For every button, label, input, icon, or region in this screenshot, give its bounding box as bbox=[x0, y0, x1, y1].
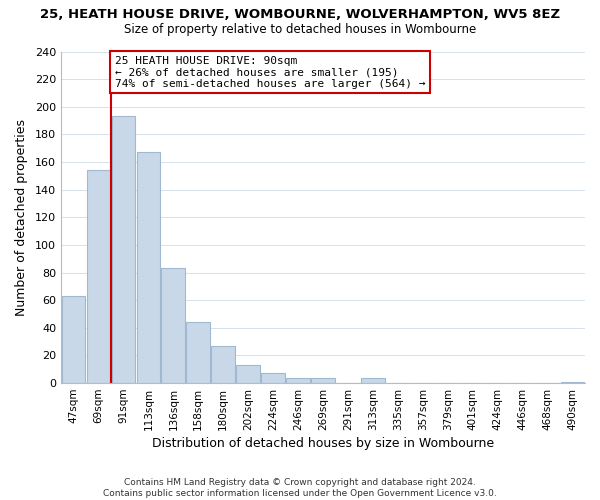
Bar bbox=[161, 268, 185, 383]
Bar bbox=[211, 346, 235, 383]
Bar bbox=[236, 365, 260, 383]
Bar bbox=[261, 374, 285, 383]
Bar bbox=[137, 152, 160, 383]
Bar bbox=[361, 378, 385, 383]
Bar bbox=[311, 378, 335, 383]
X-axis label: Distribution of detached houses by size in Wombourne: Distribution of detached houses by size … bbox=[152, 437, 494, 450]
Bar bbox=[286, 378, 310, 383]
Text: Contains HM Land Registry data © Crown copyright and database right 2024.
Contai: Contains HM Land Registry data © Crown c… bbox=[103, 478, 497, 498]
Bar bbox=[86, 170, 110, 383]
Bar bbox=[112, 116, 135, 383]
Text: 25 HEATH HOUSE DRIVE: 90sqm
← 26% of detached houses are smaller (195)
74% of se: 25 HEATH HOUSE DRIVE: 90sqm ← 26% of det… bbox=[115, 56, 425, 89]
Bar bbox=[560, 382, 584, 383]
Bar bbox=[187, 322, 210, 383]
Y-axis label: Number of detached properties: Number of detached properties bbox=[15, 119, 28, 316]
Text: Size of property relative to detached houses in Wombourne: Size of property relative to detached ho… bbox=[124, 22, 476, 36]
Bar bbox=[62, 296, 85, 383]
Text: 25, HEATH HOUSE DRIVE, WOMBOURNE, WOLVERHAMPTON, WV5 8EZ: 25, HEATH HOUSE DRIVE, WOMBOURNE, WOLVER… bbox=[40, 8, 560, 20]
